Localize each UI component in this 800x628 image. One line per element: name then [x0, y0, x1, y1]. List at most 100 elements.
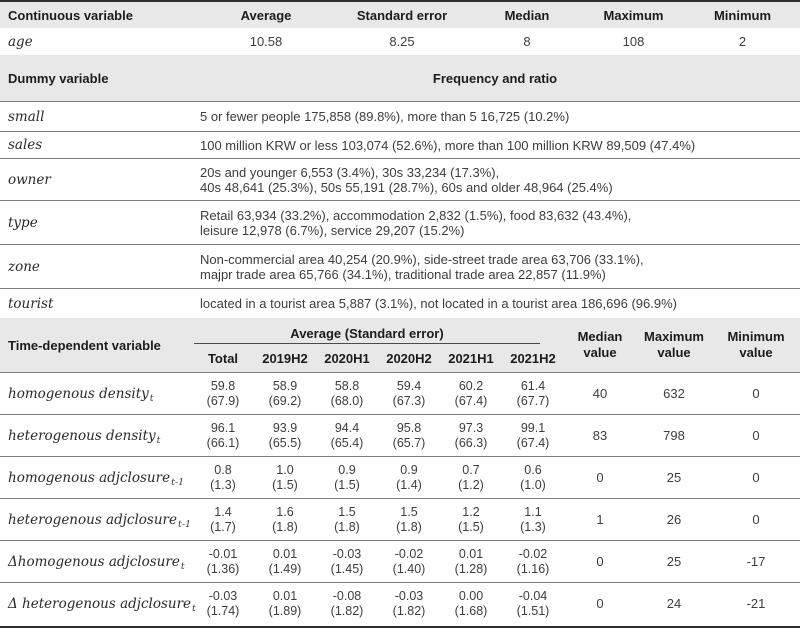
row-sales: sales 100 million KRW or less 103,074 (5… [0, 131, 800, 158]
minimum-value: 0 [752, 470, 760, 485]
dummy-rows: small 5 or fewer people 175,858 (89.8%),… [0, 101, 800, 318]
avg-se-cell: 0.01 (1.49) [268, 547, 302, 576]
col-header-average: Average [240, 7, 292, 23]
minimum-value: 0 [752, 386, 760, 401]
variable-name-small: small [8, 108, 45, 125]
avg-se-cell: -0.03 (1.45) [330, 547, 364, 576]
avg-se-cell: 1.4 (1.7) [210, 505, 236, 534]
avg-se-cell: -0.03 (1.82) [392, 589, 426, 618]
sales-frequency: 100 million KRW or less 103,074 (52.6%),… [200, 137, 696, 153]
col-header-frequency-and-ratio: Frequency and ratio [432, 70, 558, 86]
variable-name-type: type [8, 214, 38, 231]
avg-se-cell: 60.2 (67.4) [454, 379, 488, 408]
avg-se-cell: 96.1 (66.1) [206, 421, 240, 450]
age-std-error: 8.25 [389, 34, 415, 49]
row-homogenous-adjclosure-lag: homogenous adjclosuret-1 0.8 (1.3) 1.0 (… [0, 456, 800, 498]
col-header-2021h2: 2021H2 [510, 350, 556, 366]
variable-name-zone: zone [8, 258, 40, 275]
row-delta-homogenous-adjclosure: Δhomogenous adjclosuret -0.01 (1.36) 0.0… [0, 540, 800, 582]
avg-se-cell: 0.00 (1.68) [454, 589, 488, 618]
maximum-value: 25 [666, 470, 682, 485]
avg-se-cell: 0.01 (1.28) [454, 547, 488, 576]
col-header-2021h1: 2021H1 [448, 350, 494, 366]
tourist-frequency: located in a tourist area 5,887 (3.1%), … [200, 296, 677, 311]
zone-frequency: Non-commercial area 40,254 (20.9%), side… [200, 251, 644, 282]
maximum-value: 798 [663, 428, 685, 443]
avg-se-cell: 95.8 (65.7) [392, 421, 426, 450]
age-minimum: 2 [738, 34, 747, 49]
variable-name-delta-heterogenous-adjclosure: Δ heterogenous adjclosuret [8, 595, 196, 615]
maximum-value: 25 [666, 554, 682, 569]
variable-name-heterogenous-density: heterogenous densityt [8, 427, 161, 447]
subscript: t [149, 393, 154, 404]
dummy-header-row: Dummy variable Frequency and ratio [0, 55, 800, 101]
avg-se-cell: 0.8 (1.3) [210, 463, 236, 492]
col-header-2020h1: 2020H1 [324, 350, 370, 366]
median-value: 0 [596, 470, 604, 485]
avg-se-cell: -0.08 (1.82) [330, 589, 364, 618]
median-value: 0 [596, 554, 604, 569]
variable-name-sales: sales [8, 137, 43, 153]
col-header-maximum-value: Maximum value [644, 329, 704, 360]
avg-se-cell: 97.3 (66.3) [454, 421, 488, 450]
avg-se-cell: 61.4 (67.7) [516, 379, 550, 408]
avg-se-cell: 93.9 (65.5) [268, 421, 302, 450]
col-header-minimum-value: Minimum value [727, 329, 785, 360]
avg-se-cell: -0.01 (1.36) [206, 547, 240, 576]
subscript: t-1 [178, 519, 192, 530]
row-heterogenous-density: heterogenous densityt 96.1 (66.1) 93.9 (… [0, 414, 800, 456]
row-tourist: tourist located in a tourist area 5,887 … [0, 288, 800, 318]
row-type: type Retail 63,934 (33.2%), accommodatio… [0, 200, 800, 244]
avg-se-cell: 1.0 (1.5) [272, 463, 298, 492]
age-median: 8 [523, 34, 531, 49]
avg-se-cell: 1.2 (1.5) [458, 505, 484, 534]
variable-name-delta-homogenous-adjclosure: Δhomogenous adjclosuret [8, 553, 185, 573]
median-value: 0 [596, 596, 604, 611]
avg-se-cell: 94.4 (65.4) [330, 421, 364, 450]
avg-se-cell: 1.5 (1.8) [334, 505, 360, 534]
avg-se-cell: 1.1 (1.3) [520, 505, 546, 534]
variable-name-owner: owner [8, 171, 51, 188]
row-delta-heterogenous-adjclosure: Δ heterogenous adjclosuret -0.03 (1.74) … [0, 582, 800, 624]
variable-name-homogenous-density: homogenous densityt [8, 385, 154, 405]
avg-se-cell: 0.9 (1.4) [396, 463, 422, 492]
avg-se-cell: 0.01 (1.89) [268, 589, 302, 618]
minimum-value: 0 [752, 428, 760, 443]
row-age: age 10.58 8.25 8 108 2 [0, 28, 800, 55]
col-header-total: Total [207, 350, 239, 366]
age-average: 10.58 [249, 34, 283, 49]
col-header-2019h2: 2019H2 [262, 350, 308, 366]
col-header-median-value: Median value [577, 329, 623, 360]
median-value: 40 [592, 386, 608, 401]
avg-se-cell: 59.4 (67.3) [392, 379, 426, 408]
col-header-standard-error: Standard error [356, 7, 448, 23]
maximum-value: 24 [666, 596, 682, 611]
minimum-value: -21 [746, 596, 766, 611]
avg-se-cell: 0.9 (1.5) [334, 463, 360, 492]
col-header-median: Median [504, 7, 550, 23]
variable-name-homogenous-adjclosure-lag: homogenous adjclosuret-1 [8, 469, 185, 489]
col-header-2020h2: 2020H2 [386, 350, 432, 366]
row-small: small 5 or fewer people 175,858 (89.8%),… [0, 101, 800, 131]
col-header-dummy-variable: Dummy variable [8, 70, 109, 86]
time-dependent-header: Time-dependent variable Average (Standar… [0, 318, 800, 372]
median-value: 1 [596, 512, 604, 527]
col-header-continuous-variable: Continuous variable [8, 7, 133, 23]
minimum-value: 0 [752, 512, 760, 527]
subscript: t [180, 561, 185, 572]
age-maximum: 108 [622, 34, 645, 49]
avg-se-cell: 0.6 (1.0) [520, 463, 546, 492]
avg-se-cell: 1.5 (1.8) [396, 505, 422, 534]
avg-se-cell: -0.04 (1.51) [516, 589, 550, 618]
col-header-average-standard-error: Average (Standard error) [194, 318, 540, 344]
avg-se-cell: 58.9 (69.2) [268, 379, 302, 408]
avg-se-cell: -0.02 (1.40) [392, 547, 426, 576]
avg-se-cell: 0.7 (1.2) [458, 463, 484, 492]
col-header-maximum: Maximum [603, 7, 664, 23]
median-value: 83 [592, 428, 608, 443]
small-frequency: 5 or fewer people 175,858 (89.8%), more … [200, 109, 570, 124]
subscript: t-1 [171, 477, 185, 488]
subscript: t [192, 603, 196, 614]
variable-name-heterogenous-adjclosure-lag: heterogenous adjclosuret-1 [8, 511, 192, 531]
